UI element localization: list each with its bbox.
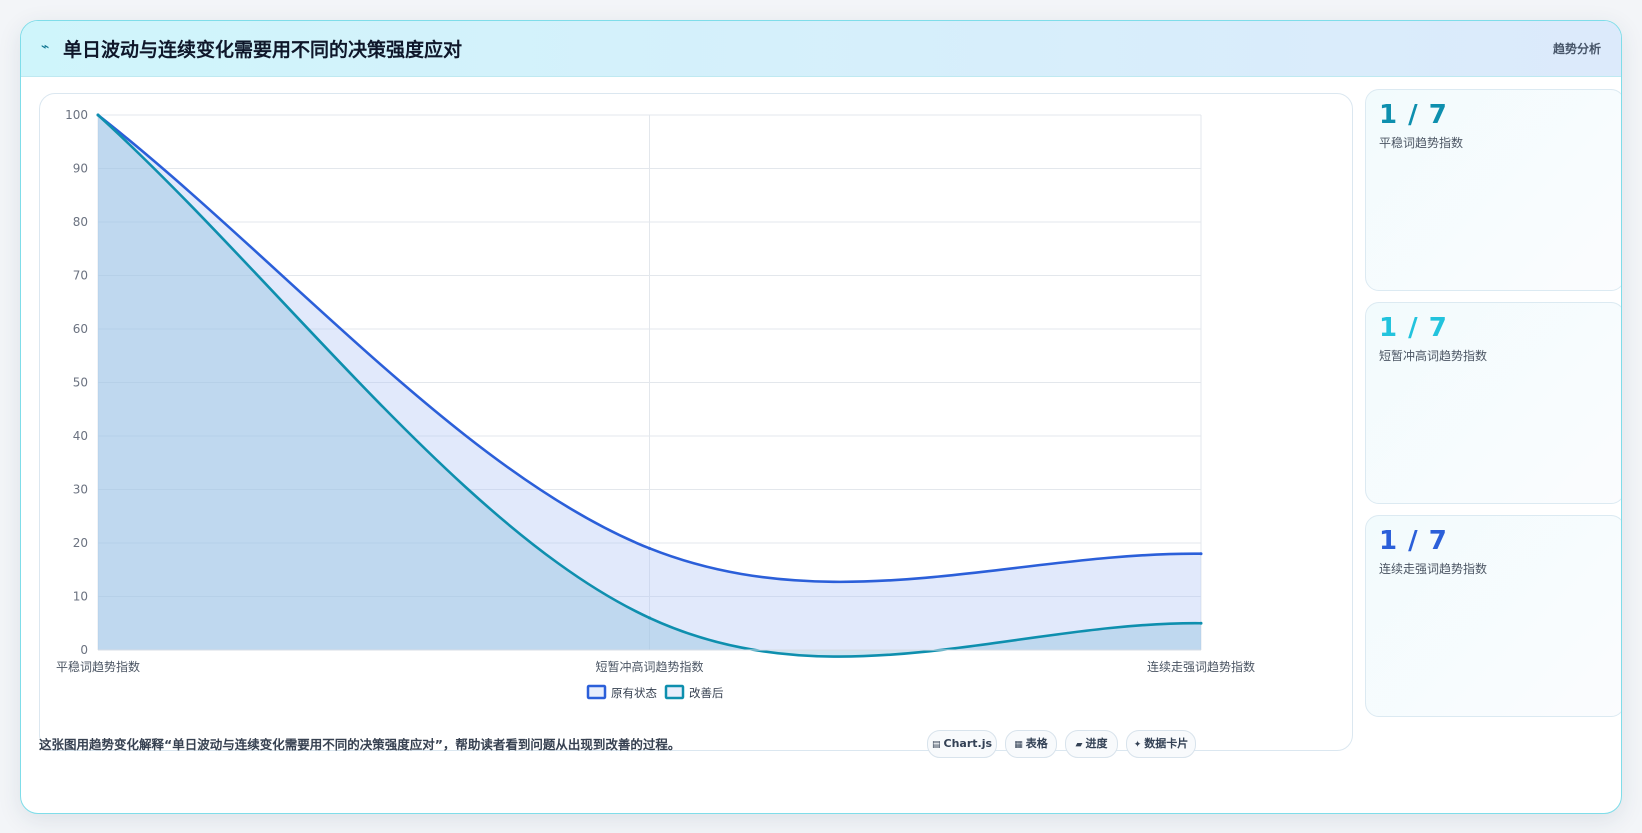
legend-label: 原有状态	[611, 686, 657, 700]
y-tick-label: 90	[73, 162, 88, 176]
side-card-label: 连续走强词趋势指数	[1379, 562, 1488, 576]
y-tick-label: 100	[65, 108, 88, 122]
badge-table[interactable]: ▦ 表格	[1005, 730, 1057, 758]
bolt-icon: ⌁	[41, 39, 50, 55]
x-tick-label: 平稳词趋势指数	[56, 659, 140, 674]
y-tick-label: 40	[73, 429, 88, 443]
series-area-2	[98, 115, 1201, 657]
data-point	[648, 616, 651, 620]
data-point	[648, 546, 651, 550]
side-card-value: 1 / 7	[1379, 100, 1448, 130]
chart-icon: ▤	[931, 740, 941, 750]
data-point	[1199, 621, 1203, 625]
side-card-label: 平稳词趋势指数	[1379, 136, 1464, 150]
series-line-2	[97, 114, 1202, 658]
chart-panel: 0 10 20 30 40 50 60 70 80 90 100 平稳词趋势指数 短暂冲高词趋势指数 连续…	[39, 93, 1353, 751]
side-card-value: 1 / 7	[1379, 313, 1448, 343]
card-header: ⌁ 单日波动与连续变化需要用不同的决策强度应对 趋势分析	[21, 21, 1621, 77]
x-tick-label: 短暂冲高词趋势指数	[595, 659, 703, 674]
trend-card: ⌁ 单日波动与连续变化需要用不同的决策强度应对 趋势分析 0 10 20 30 40 50…	[20, 20, 1622, 814]
badge-label: Chart.js	[943, 737, 993, 750]
badge-label: 进度	[1085, 737, 1108, 750]
page-title: 单日波动与连续变化需要用不同的决策强度应对	[63, 39, 463, 61]
data-point	[96, 113, 100, 117]
series-area-1	[98, 115, 1201, 650]
trend-chart: 0 10 20 30 40 50 60 70 80 90 100 平稳词趋势指数 短暂冲高词趋势指数 连续…	[56, 108, 1255, 700]
legend-label: 改善后	[689, 686, 724, 700]
side-card-value: 1 / 7	[1379, 526, 1448, 556]
badge-data-card[interactable]: ✦ 数据卡片	[1126, 730, 1196, 758]
card-icon: ✦	[1133, 740, 1142, 750]
side-card-2: 1 / 7 短暂冲高词趋势指数	[1365, 302, 1621, 504]
data-point	[1199, 552, 1203, 556]
y-tick-label: 20	[73, 536, 88, 550]
side-card-1: 1 / 7 平稳词趋势指数	[1365, 89, 1621, 291]
table-icon: ▦	[1014, 740, 1023, 750]
header-tag: 趋势分析	[1552, 42, 1601, 56]
y-tick-label: 80	[73, 215, 88, 229]
badge-chartjs[interactable]: ▤ Chart.js	[927, 730, 997, 758]
y-tick-label: 0	[80, 643, 88, 657]
side-card-3: 1 / 7 连续走强词趋势指数	[1365, 515, 1621, 717]
x-tick-label: 连续走强词趋势指数	[1147, 659, 1255, 674]
badge-label: 表格	[1025, 737, 1048, 750]
badge-progress[interactable]: ▰ 进度	[1065, 730, 1118, 758]
side-card-label: 短暂冲高词趋势指数	[1379, 349, 1488, 363]
legend-swatch	[586, 684, 607, 700]
chart-caption: 这张图用趋势变化解释“单日波动与连续变化需要用不同的决策强度应对”，帮助读者看到…	[39, 737, 681, 752]
y-tick-label: 60	[73, 322, 88, 336]
y-tick-label: 30	[73, 483, 88, 497]
y-tick-label: 70	[73, 269, 88, 283]
progress-icon: ▰	[1075, 740, 1083, 750]
y-tick-label: 10	[73, 590, 88, 604]
badge-label: 数据卡片	[1144, 737, 1189, 750]
legend-swatch	[664, 684, 685, 700]
y-tick-label: 50	[73, 376, 88, 390]
